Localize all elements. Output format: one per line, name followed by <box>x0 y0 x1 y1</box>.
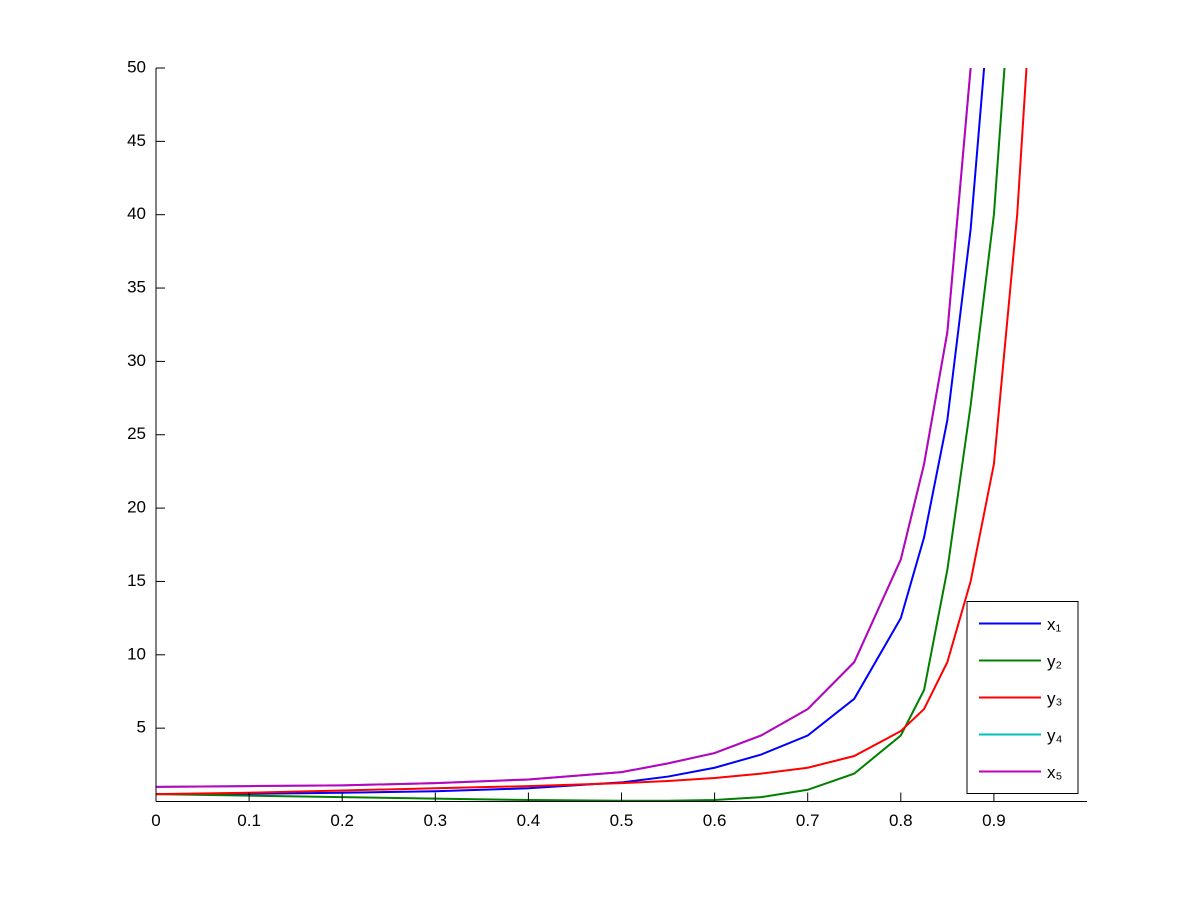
y-tick-label: 30 <box>127 351 146 370</box>
line-series <box>156 68 972 788</box>
y-tick-label: 10 <box>127 644 146 663</box>
y-tick-label: 35 <box>127 278 146 297</box>
y-tick-label: 40 <box>127 204 146 223</box>
x-tick-label: 0.9 <box>982 811 1006 830</box>
line-series <box>156 68 1006 802</box>
legend-label: x₅ <box>1047 763 1062 782</box>
x-tick-label: 0 <box>151 811 160 830</box>
y-tick-label: 5 <box>137 718 146 737</box>
y-tick-label: 45 <box>127 131 146 150</box>
legend-label: y₂ <box>1047 652 1062 671</box>
legend-label: x₁ <box>1047 615 1062 634</box>
y-tick-label: 25 <box>127 424 146 443</box>
legend-label: y₄ <box>1047 726 1063 745</box>
y-tick-label: 15 <box>127 571 146 590</box>
y-tick-label: 20 <box>127 498 146 517</box>
x-tick-label: 0.2 <box>330 811 354 830</box>
line-series <box>156 68 1028 796</box>
plot-area <box>156 68 1028 802</box>
y-tick-label: 50 <box>127 57 146 76</box>
x-tick-label: 0.7 <box>796 811 820 830</box>
x-tick-label: 0.8 <box>889 811 913 830</box>
x-tick-label: 0.3 <box>423 811 447 830</box>
line-series <box>156 68 986 796</box>
legend-label: y₃ <box>1047 689 1062 708</box>
x-tick-label: 0.1 <box>237 811 261 830</box>
x-tick-label: 0.5 <box>610 811 634 830</box>
x-tick-label: 0.4 <box>517 811 541 830</box>
line-series <box>156 68 972 788</box>
x-tick-label: 0.6 <box>703 811 727 830</box>
